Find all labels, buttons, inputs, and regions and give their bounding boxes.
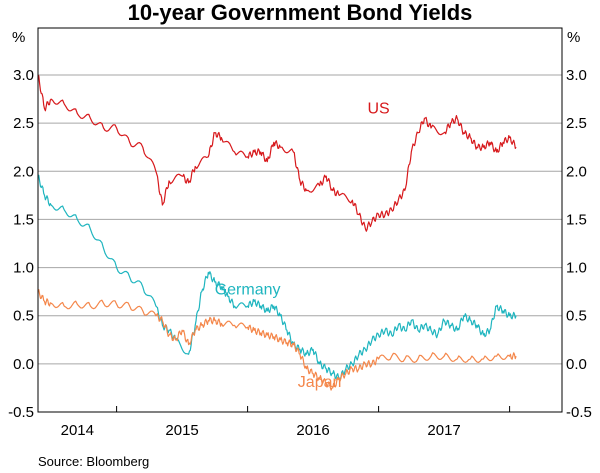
chart-title: 10-year Government Bond Yields [128,0,473,25]
y-tick-left-2.0: 2.0 [13,163,34,180]
y-axis-unit-left: % [12,29,25,46]
y-tick-left-0.0: 0.0 [13,356,34,373]
series-line-germany [37,174,517,381]
x-tick-marks [116,406,511,412]
y-tick-right-2.0: 2.0 [566,163,587,180]
x-tick-labels: 2014 2015 2016 2017 [61,422,461,439]
y-tick-right-0.0: 0.0 [566,356,587,373]
series-lines [37,74,517,391]
gridlines [38,74,562,365]
y-tick-right-1.0: 1.0 [566,260,587,277]
series-label-us: US [367,101,389,118]
plot-frame [37,27,563,413]
y-tick-right-2.5: 2.5 [566,115,587,132]
y-tick-left-3.0: 3.0 [13,67,34,84]
y-tick-labels: 3.0 3.0 2.5 2.5 2.0 2.0 1.5 1.5 1.0 1.0 0.5 0.5 0.0 0… [8,67,592,421]
series-label-germany: Germany [215,282,281,299]
x-tick-label-2016: 2016 [296,422,329,439]
x-tick-label-2015: 2015 [165,422,198,439]
y-tick-left--0.5: -0.5 [8,404,34,421]
y-tick-right-0.5: 0.5 [566,308,587,325]
series-line-japan [37,289,517,391]
y-tick-left-1.0: 1.0 [13,260,34,277]
x-tick-label-2014: 2014 [61,422,94,439]
y-axis-unit-right: % [567,29,580,46]
series-line-us [37,74,517,232]
series-labels: US Germany Japan [215,101,390,392]
y-tick-left-0.5: 0.5 [13,308,34,325]
y-tick-right--0.5: -0.5 [566,404,592,421]
x-tick-label-2017: 2017 [427,422,460,439]
y-tick-right-1.5: 1.5 [566,211,587,228]
y-tick-right-3.0: 3.0 [566,67,587,84]
series-label-japan: Japan [298,374,342,391]
source-note: Source: Bloomberg [38,454,149,469]
y-tick-left-2.5: 2.5 [13,115,34,132]
y-tick-left-1.5: 1.5 [13,211,34,228]
